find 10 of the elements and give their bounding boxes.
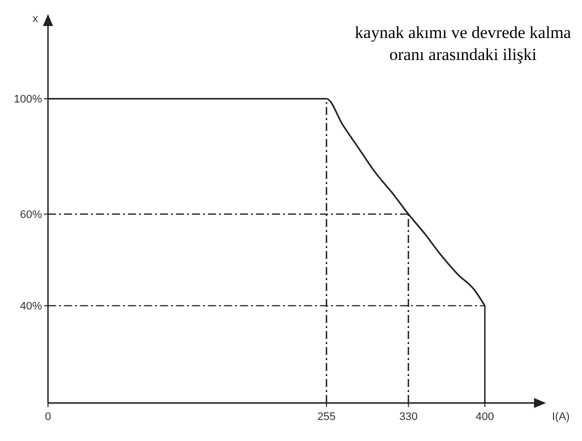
x-axis-title: I(A): [552, 411, 570, 423]
x-tick-label: 330: [399, 411, 418, 423]
y-tick-label: 60%: [20, 209, 42, 222]
x-tick-label: 400: [476, 411, 494, 423]
y-tick-label: 40%: [20, 300, 42, 313]
x-tick-label: 255: [317, 411, 336, 423]
x-tick-label: 0: [44, 411, 52, 423]
y-axis-title: x: [32, 13, 38, 25]
y-tick-label: 100%: [14, 94, 42, 106]
text: kaynak akımı ve devrede kalma oranı arasındaki ilişki: [354, 23, 572, 64]
